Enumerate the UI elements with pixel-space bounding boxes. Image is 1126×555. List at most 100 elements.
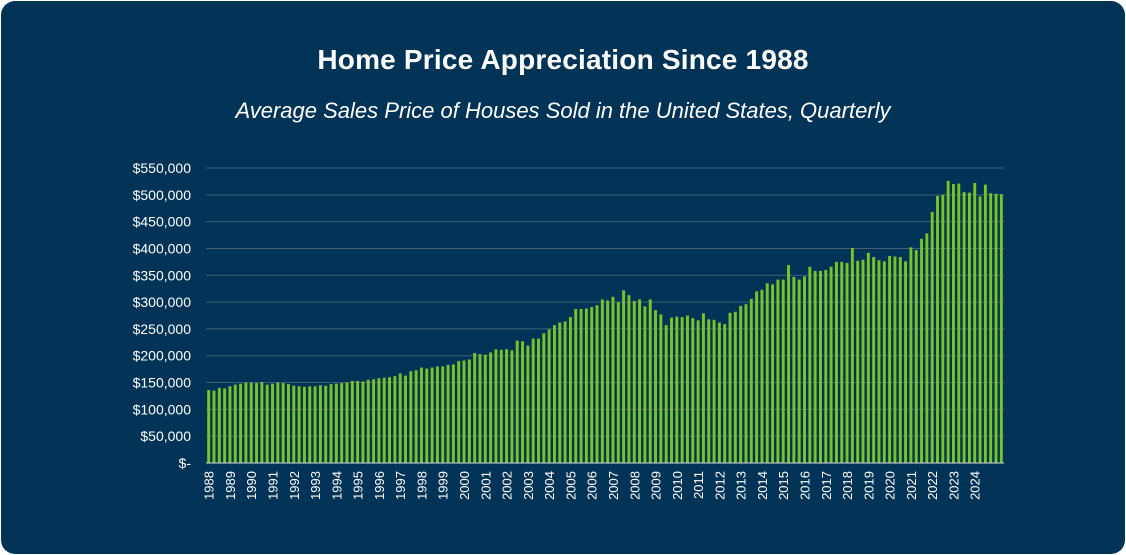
bar — [936, 195, 939, 463]
x-tick-label: 2015 — [776, 471, 791, 500]
bar — [435, 366, 439, 463]
y-tick-label: $50,000 — [140, 428, 191, 444]
bar — [659, 314, 663, 463]
bar — [792, 276, 796, 463]
bar — [670, 317, 673, 463]
x-tick-label: 2011 — [691, 471, 706, 499]
bar — [638, 299, 642, 463]
bar — [824, 269, 828, 463]
bar — [744, 304, 748, 463]
bar — [888, 255, 892, 463]
x-tick-label: 2005 — [563, 471, 578, 500]
bar — [281, 383, 285, 463]
bar — [382, 377, 386, 463]
x-tick-label: 2018 — [840, 471, 855, 500]
bar — [398, 373, 402, 463]
bar — [898, 257, 902, 463]
bar — [765, 283, 769, 463]
bar — [212, 390, 216, 463]
bar — [217, 387, 221, 463]
bar — [425, 368, 429, 463]
bar — [223, 388, 227, 463]
bar — [483, 354, 487, 463]
y-tick-label: $200,000 — [133, 348, 192, 364]
bar — [648, 299, 652, 463]
bar — [494, 349, 498, 463]
y-tick-label: $350,000 — [133, 267, 192, 283]
bar — [446, 364, 450, 463]
x-tick-label: 2014 — [755, 471, 770, 500]
bar — [239, 383, 243, 463]
bar — [361, 381, 365, 463]
bar — [813, 270, 817, 463]
x-tick-label: 2007 — [606, 471, 621, 500]
x-tick-label: 1989 — [223, 471, 238, 500]
x-tick-label: 1999 — [436, 471, 451, 500]
bar — [324, 385, 328, 463]
chart-title: Home Price Appreciation Since 1988 — [317, 44, 809, 75]
bar — [989, 193, 993, 463]
bar — [776, 279, 780, 463]
bar — [946, 180, 950, 463]
bar — [526, 345, 530, 463]
bar — [755, 291, 759, 463]
y-tick-label: $- — [179, 455, 192, 471]
bar — [478, 354, 482, 463]
bar — [717, 322, 721, 463]
bar — [627, 295, 631, 463]
bar — [643, 306, 647, 463]
bar — [356, 380, 360, 463]
y-tick-label: $150,000 — [133, 375, 192, 391]
bar — [994, 193, 998, 463]
bar — [781, 279, 785, 463]
bar — [712, 319, 716, 463]
bar — [606, 300, 610, 463]
y-tick-label: $100,000 — [133, 401, 192, 417]
bar — [840, 261, 844, 463]
bar — [680, 317, 684, 463]
bar — [473, 353, 477, 463]
y-tick-label: $300,000 — [133, 294, 192, 310]
bar — [537, 338, 540, 463]
bar — [414, 370, 418, 463]
x-tick-label: 2013 — [734, 471, 749, 500]
x-tick-label: 1992 — [287, 471, 302, 500]
y-tick-label: $250,000 — [133, 321, 192, 337]
x-tick-label: 1997 — [393, 471, 408, 500]
bar — [749, 298, 753, 463]
x-tick-label: 2010 — [670, 471, 685, 500]
bar — [872, 257, 876, 463]
y-tick-label: $550,000 — [133, 160, 192, 176]
bar — [297, 386, 301, 463]
bar — [276, 382, 280, 463]
bar — [850, 247, 854, 463]
y-tick-label: $400,000 — [133, 240, 192, 256]
bar — [999, 194, 1003, 463]
x-tick-label: 1995 — [351, 471, 366, 500]
bar — [893, 256, 897, 463]
bar — [861, 259, 865, 463]
x-tick-label: 2001 — [478, 471, 493, 500]
bar — [249, 382, 253, 463]
bar — [404, 375, 407, 463]
bar — [600, 299, 604, 463]
bar — [318, 385, 322, 463]
bar — [632, 301, 636, 463]
bar — [760, 289, 764, 463]
x-tick-label: 2012 — [712, 471, 727, 500]
bar — [515, 340, 519, 463]
bar — [983, 184, 987, 463]
bar — [952, 184, 955, 463]
bar — [696, 320, 700, 463]
bar — [244, 382, 248, 463]
bar — [728, 312, 732, 463]
bar — [829, 266, 833, 463]
gridlines — [206, 167, 1004, 437]
bar — [845, 262, 849, 463]
bar — [467, 359, 471, 463]
x-tick-label: 2008 — [627, 471, 642, 500]
bar — [771, 284, 775, 463]
x-tick-label: 1994 — [329, 471, 344, 500]
